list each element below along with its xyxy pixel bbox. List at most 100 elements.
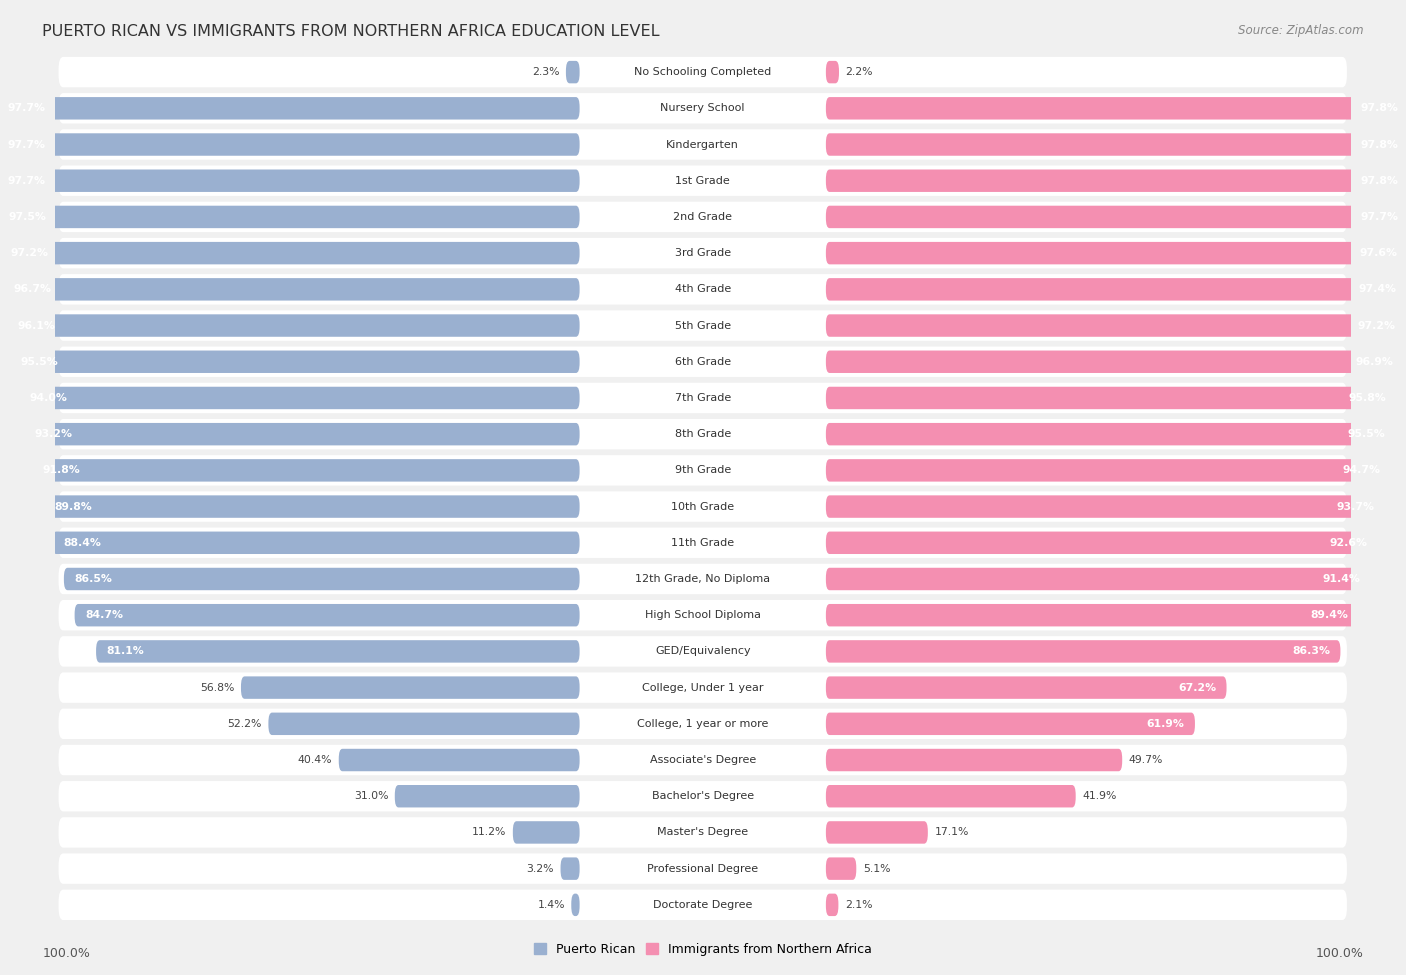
FancyBboxPatch shape [565, 60, 579, 83]
FancyBboxPatch shape [825, 206, 1406, 228]
Text: 6th Grade: 6th Grade [675, 357, 731, 367]
FancyBboxPatch shape [59, 238, 1347, 268]
FancyBboxPatch shape [825, 785, 1076, 807]
Text: 97.7%: 97.7% [7, 103, 45, 113]
FancyBboxPatch shape [825, 170, 1406, 192]
Text: College, Under 1 year: College, Under 1 year [643, 682, 763, 692]
FancyBboxPatch shape [825, 857, 856, 879]
Text: Doctorate Degree: Doctorate Degree [652, 900, 752, 910]
Text: 97.8%: 97.8% [1361, 176, 1399, 185]
FancyBboxPatch shape [269, 713, 579, 735]
Text: 61.9%: 61.9% [1147, 719, 1185, 729]
Text: 1.4%: 1.4% [537, 900, 565, 910]
Text: 1st Grade: 1st Grade [675, 176, 730, 185]
Text: 97.6%: 97.6% [1360, 248, 1398, 258]
Text: 67.2%: 67.2% [1178, 682, 1216, 692]
FancyBboxPatch shape [825, 278, 1406, 300]
Text: PUERTO RICAN VS IMMIGRANTS FROM NORTHERN AFRICA EDUCATION LEVEL: PUERTO RICAN VS IMMIGRANTS FROM NORTHERN… [42, 24, 659, 39]
Text: 2.1%: 2.1% [845, 900, 872, 910]
FancyBboxPatch shape [825, 242, 1406, 264]
Text: 4th Grade: 4th Grade [675, 285, 731, 294]
Text: 95.5%: 95.5% [21, 357, 58, 367]
FancyBboxPatch shape [825, 459, 1391, 482]
Text: 94.0%: 94.0% [30, 393, 67, 403]
Text: No Schooling Completed: No Schooling Completed [634, 67, 772, 77]
FancyBboxPatch shape [24, 423, 579, 446]
Text: 56.8%: 56.8% [200, 682, 235, 692]
FancyBboxPatch shape [96, 641, 579, 663]
FancyBboxPatch shape [825, 821, 928, 843]
Text: 2.3%: 2.3% [531, 67, 560, 77]
Text: 91.4%: 91.4% [1323, 574, 1361, 584]
Text: 7th Grade: 7th Grade [675, 393, 731, 403]
Text: 2nd Grade: 2nd Grade [673, 212, 733, 222]
Text: 93.2%: 93.2% [34, 429, 72, 439]
Text: Bachelor's Degree: Bachelor's Degree [652, 792, 754, 801]
Text: Kindergarten: Kindergarten [666, 139, 740, 149]
Text: 97.4%: 97.4% [1358, 285, 1396, 294]
FancyBboxPatch shape [825, 495, 1385, 518]
Text: 5.1%: 5.1% [863, 864, 890, 874]
Text: GED/Equivalency: GED/Equivalency [655, 646, 751, 656]
Text: 86.5%: 86.5% [75, 574, 112, 584]
Text: 89.4%: 89.4% [1310, 610, 1348, 620]
FancyBboxPatch shape [59, 564, 1347, 594]
FancyBboxPatch shape [825, 641, 1340, 663]
FancyBboxPatch shape [395, 785, 579, 807]
FancyBboxPatch shape [0, 98, 579, 120]
FancyBboxPatch shape [561, 857, 579, 879]
FancyBboxPatch shape [59, 600, 1347, 631]
Text: 96.1%: 96.1% [17, 321, 55, 331]
Text: 81.1%: 81.1% [107, 646, 145, 656]
Text: 97.8%: 97.8% [1361, 103, 1399, 113]
Text: 97.8%: 97.8% [1361, 139, 1399, 149]
FancyBboxPatch shape [10, 351, 579, 373]
Text: 97.7%: 97.7% [1360, 212, 1398, 222]
FancyBboxPatch shape [0, 242, 579, 264]
FancyBboxPatch shape [825, 423, 1395, 446]
Text: Master's Degree: Master's Degree [657, 828, 748, 838]
Text: 97.2%: 97.2% [1357, 321, 1395, 331]
FancyBboxPatch shape [825, 98, 1406, 120]
Text: 5th Grade: 5th Grade [675, 321, 731, 331]
Text: 3rd Grade: 3rd Grade [675, 248, 731, 258]
FancyBboxPatch shape [59, 889, 1347, 920]
FancyBboxPatch shape [825, 677, 1226, 699]
Text: 41.9%: 41.9% [1083, 792, 1116, 801]
FancyBboxPatch shape [59, 781, 1347, 811]
Legend: Puerto Rican, Immigrants from Northern Africa: Puerto Rican, Immigrants from Northern A… [529, 938, 877, 961]
FancyBboxPatch shape [0, 170, 579, 192]
FancyBboxPatch shape [63, 567, 579, 590]
FancyBboxPatch shape [59, 274, 1347, 304]
Text: 52.2%: 52.2% [228, 719, 262, 729]
FancyBboxPatch shape [59, 637, 1347, 667]
FancyBboxPatch shape [3, 278, 579, 300]
Text: 97.5%: 97.5% [8, 212, 46, 222]
Text: 92.6%: 92.6% [1330, 538, 1368, 548]
FancyBboxPatch shape [825, 604, 1360, 626]
FancyBboxPatch shape [59, 383, 1347, 413]
Text: 93.7%: 93.7% [1336, 501, 1374, 512]
FancyBboxPatch shape [825, 387, 1398, 410]
FancyBboxPatch shape [59, 709, 1347, 739]
FancyBboxPatch shape [59, 310, 1347, 340]
FancyBboxPatch shape [339, 749, 579, 771]
Text: 97.7%: 97.7% [7, 176, 45, 185]
Text: 100.0%: 100.0% [1316, 947, 1364, 960]
Text: 10th Grade: 10th Grade [671, 501, 734, 512]
FancyBboxPatch shape [44, 495, 579, 518]
FancyBboxPatch shape [825, 134, 1406, 156]
FancyBboxPatch shape [59, 93, 1347, 124]
FancyBboxPatch shape [825, 60, 839, 83]
FancyBboxPatch shape [825, 749, 1122, 771]
Text: 40.4%: 40.4% [298, 755, 332, 765]
Text: 3.2%: 3.2% [527, 864, 554, 874]
Text: 31.0%: 31.0% [354, 792, 388, 801]
Text: 86.3%: 86.3% [1292, 646, 1330, 656]
FancyBboxPatch shape [59, 745, 1347, 775]
Text: 11th Grade: 11th Grade [671, 538, 734, 548]
FancyBboxPatch shape [240, 677, 579, 699]
Text: 97.7%: 97.7% [7, 139, 45, 149]
FancyBboxPatch shape [0, 206, 579, 228]
Text: 2.2%: 2.2% [845, 67, 873, 77]
